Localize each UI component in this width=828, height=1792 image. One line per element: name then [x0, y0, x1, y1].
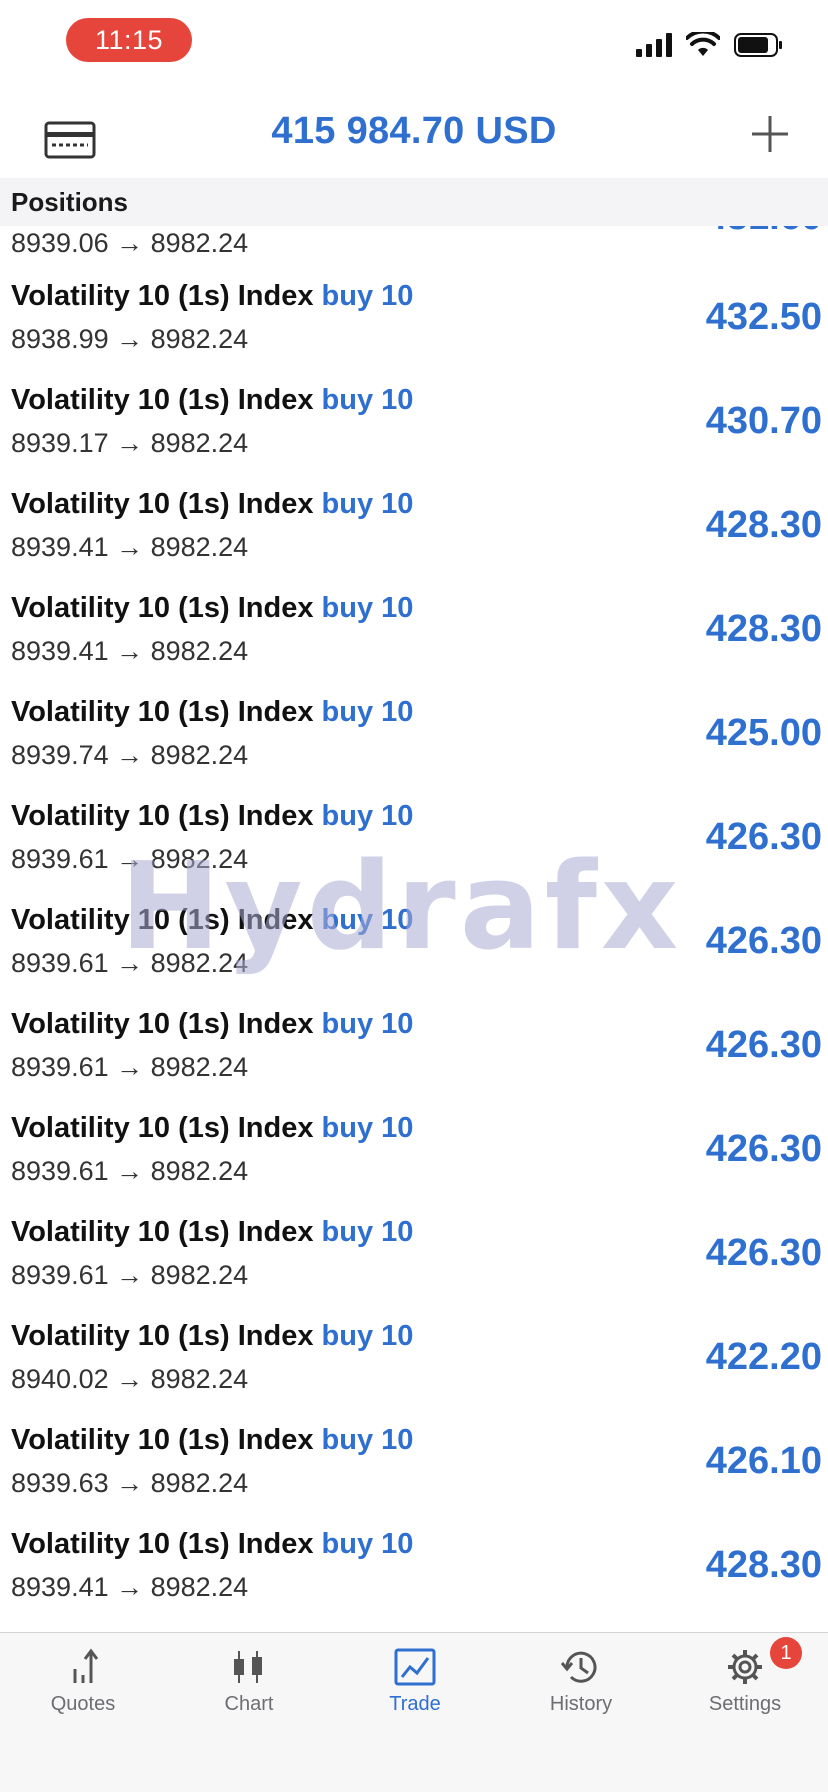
position-symbol: Volatility 10 (1s) Index [11, 1424, 314, 1456]
position-side: buy 10 [321, 384, 414, 416]
position-side: buy 10 [321, 1320, 414, 1352]
history-icon [560, 1651, 597, 1683]
position-side: buy 10 [321, 800, 414, 832]
tab-chart[interactable]: Chart [166, 1647, 332, 1737]
list-item[interactable]: Volatility 10 (1s) Index buy 10 8939.41 … [0, 474, 828, 578]
section-title: Positions [11, 187, 129, 217]
position-prices: 8939.41 → 8982.24 [11, 532, 249, 562]
position-prices: 8939.63 → 8982.24 [11, 1468, 249, 1498]
position-side: buy 10 [321, 1008, 414, 1040]
position-prices: 8939.61 → 8982.24 [11, 844, 249, 874]
position-prices: 8939.74 → 8982.24 [11, 740, 249, 770]
position-prices: 8940.02 → 8982.24 [11, 1364, 249, 1394]
position-symbol: Volatility 10 (1s) Index [11, 1008, 314, 1040]
position-prices: 8939.41 → 8982.24 [11, 636, 249, 666]
cellular-signal-icon [636, 33, 672, 57]
tab-trade[interactable]: Trade [332, 1647, 498, 1737]
tab-settings[interactable]: 1 Settings [662, 1637, 828, 1737]
position-symbol: Volatility 10 (1s) Index [11, 384, 314, 416]
position-side: buy 10 [321, 1424, 414, 1456]
candlestick-icon [234, 1651, 262, 1683]
position-side: buy 10 [321, 1528, 414, 1560]
tab-bar: Quotes Chart Trade History [0, 1632, 828, 1792]
position-profit: 428.30 [705, 1544, 822, 1586]
position-profit: 430.70 [705, 400, 822, 442]
status-bar: 11:15 [0, 0, 828, 90]
position-profit: 426.30 [705, 1024, 822, 1066]
position-profit: 426.30 [705, 1128, 822, 1170]
tab-label: Trade [389, 1693, 441, 1715]
list-item[interactable]: Volatility 10 (1s) Index buy 10 8939.61 … [0, 890, 828, 994]
position-profit: 426.30 [705, 816, 822, 858]
position-side: buy 10 [321, 904, 414, 936]
tab-history[interactable]: History [498, 1647, 664, 1737]
position-symbol: Volatility 10 (1s) Index [11, 904, 314, 936]
position-profit: 428.30 [705, 504, 822, 546]
position-profit: 432.50 [705, 296, 822, 338]
status-time: 11:15 [66, 18, 192, 62]
status-icons [636, 30, 784, 60]
position-symbol: Volatility 10 (1s) Index [11, 696, 314, 728]
position-prices: 8939.61 → 8982.24 [11, 1052, 249, 1082]
tab-label: Settings [708, 1693, 782, 1715]
tab-quotes[interactable]: Quotes [0, 1647, 166, 1737]
position-prices: 8938.99 → 8982.24 [11, 324, 249, 354]
position-profit: 431.60 [706, 226, 822, 239]
header: 415 984.70 USD [0, 90, 828, 178]
trade-chart-icon [394, 1648, 436, 1686]
position-symbol: Volatility 10 (1s) Index [11, 1528, 314, 1560]
position-prices: 8939.61 → 8982.24 [11, 948, 249, 978]
position-profit: 425.00 [705, 712, 822, 754]
position-side: buy 10 [321, 1112, 414, 1144]
position-profit: 428.30 [705, 608, 822, 650]
list-item[interactable]: Volatility 10 (1s) Index buy 10 8939.41 … [0, 578, 828, 682]
position-side: buy 10 [321, 488, 414, 520]
position-symbol: Volatility 10 (1s) Index [11, 592, 314, 624]
tab-label: Chart [224, 1693, 274, 1715]
position-side: buy 10 [321, 696, 414, 728]
wifi-icon [686, 32, 720, 56]
tab-label: Quotes [50, 1693, 116, 1715]
list-item[interactable]: Volatility 10 (1s) Index buy 10 8939.61 … [0, 786, 828, 890]
position-side: buy 10 [321, 592, 414, 624]
list-item[interactable]: Volatility 10 (1s) Index buy 10 8939.63 … [0, 1410, 828, 1514]
position-profit: 426.30 [705, 920, 822, 962]
position-side: buy 10 [321, 280, 414, 312]
quotes-icon [73, 1648, 99, 1683]
position-symbol: Volatility 10 (1s) Index [11, 280, 314, 312]
notification-badge: 1 [770, 1637, 802, 1669]
positions-section-header: Positions [0, 178, 828, 226]
list-item[interactable]: Volatility 10 (1s) Index buy 10 8939.61 … [0, 1098, 828, 1202]
position-prices: 8939.61 → 8982.24 [11, 1156, 249, 1186]
position-profit: 426.30 [705, 1232, 822, 1274]
tab-label: History [549, 1693, 613, 1715]
battery-icon [734, 33, 782, 57]
position-prices: 8939.41 → 8982.24 [11, 1572, 249, 1602]
list-item[interactable]: 431.60 8939.06 → 8982.24 [0, 226, 828, 266]
positions-list[interactable]: 431.60 8939.06 → 8982.24 Volatility 10 (… [0, 226, 828, 1632]
position-symbol: Volatility 10 (1s) Index [11, 800, 314, 832]
position-prices: 8939.61 → 8982.24 [11, 1260, 249, 1290]
list-item[interactable]: Volatility 10 (1s) Index buy 10 8940.02 … [0, 1306, 828, 1410]
list-item[interactable]: Volatility 10 (1s) Index buy 10 8938.99 … [0, 266, 828, 370]
position-profit: 422.20 [705, 1336, 822, 1378]
position-profit: 426.10 [705, 1440, 822, 1482]
position-side: buy 10 [321, 1216, 414, 1248]
position-symbol: Volatility 10 (1s) Index [11, 1216, 314, 1248]
position-prices: 8939.06 → 8982.24 [11, 228, 249, 258]
position-symbol: Volatility 10 (1s) Index [11, 1112, 314, 1144]
position-prices: 8939.17 → 8982.24 [11, 428, 249, 458]
account-balance: 415 984.70 USD [271, 110, 557, 152]
position-symbol: Volatility 10 (1s) Index [11, 1320, 314, 1352]
list-item[interactable]: Volatility 10 (1s) Index buy 10 8939.41 … [0, 1514, 828, 1618]
position-symbol: Volatility 10 (1s) Index [11, 488, 314, 520]
card-icon[interactable] [44, 120, 96, 160]
list-item[interactable]: Volatility 10 (1s) Index buy 10 8939.61 … [0, 994, 828, 1098]
list-item[interactable]: Volatility 10 (1s) Index buy 10 8939.74 … [0, 682, 828, 786]
list-item[interactable]: Volatility 10 (1s) Index buy 10 8939.17 … [0, 370, 828, 474]
settings-gear-icon [728, 1650, 762, 1684]
list-item[interactable]: Volatility 10 (1s) Index buy 10 8939.61 … [0, 1202, 828, 1306]
plus-icon[interactable] [748, 112, 792, 156]
